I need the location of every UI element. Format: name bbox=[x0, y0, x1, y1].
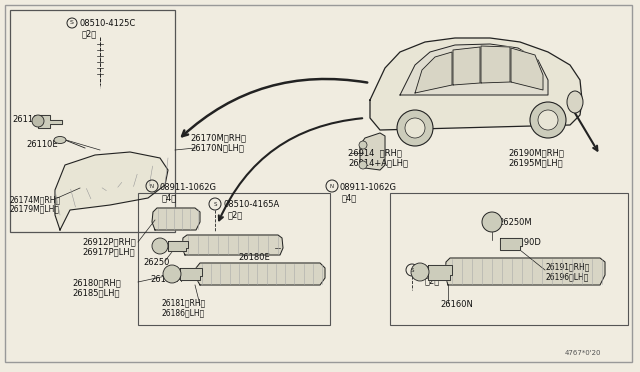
Text: 08510-4165A: 08510-4165A bbox=[420, 266, 476, 275]
Polygon shape bbox=[180, 268, 202, 280]
Polygon shape bbox=[168, 241, 188, 251]
Text: 26186（LH）: 26186（LH） bbox=[162, 308, 205, 317]
Circle shape bbox=[411, 263, 429, 281]
Polygon shape bbox=[511, 48, 543, 90]
Polygon shape bbox=[453, 47, 480, 85]
Bar bbox=[10, 10, 175, 232]
Text: 08911-1062G: 08911-1062G bbox=[160, 183, 217, 192]
Polygon shape bbox=[182, 235, 283, 255]
Text: （2）: （2） bbox=[82, 29, 97, 38]
Circle shape bbox=[359, 141, 367, 149]
Text: （4）: （4） bbox=[162, 193, 177, 202]
Polygon shape bbox=[370, 38, 582, 130]
Circle shape bbox=[163, 265, 181, 283]
Text: 26914  （RH）: 26914 （RH） bbox=[348, 148, 402, 157]
Text: 26195M（LH）: 26195M（LH） bbox=[508, 158, 563, 167]
Bar bbox=[390, 193, 628, 325]
Text: 08911-1062G: 08911-1062G bbox=[340, 183, 397, 192]
Polygon shape bbox=[400, 44, 548, 95]
Text: S: S bbox=[213, 202, 217, 206]
Circle shape bbox=[405, 118, 425, 138]
Polygon shape bbox=[428, 265, 452, 280]
Polygon shape bbox=[196, 263, 325, 285]
Polygon shape bbox=[445, 258, 605, 285]
Text: （4）: （4） bbox=[342, 193, 357, 202]
Circle shape bbox=[538, 110, 558, 130]
Text: 26912P（RH）: 26912P（RH） bbox=[82, 237, 136, 246]
Polygon shape bbox=[415, 52, 452, 93]
Circle shape bbox=[32, 115, 44, 127]
Circle shape bbox=[530, 102, 566, 138]
Text: （2）: （2） bbox=[228, 210, 243, 219]
Text: N: N bbox=[330, 183, 334, 189]
Ellipse shape bbox=[567, 91, 583, 113]
Text: （2）: （2） bbox=[425, 276, 440, 285]
Circle shape bbox=[359, 161, 367, 169]
Text: 08510-4165A: 08510-4165A bbox=[223, 200, 279, 209]
Bar bbox=[138, 193, 330, 325]
Text: 26191（RH）: 26191（RH） bbox=[546, 262, 590, 271]
Text: 26180（RH）: 26180（RH） bbox=[72, 278, 121, 287]
Text: 26180A: 26180A bbox=[150, 275, 182, 284]
Text: 26119M: 26119M bbox=[12, 115, 45, 124]
Circle shape bbox=[482, 212, 502, 232]
Text: 26917P（LH）: 26917P（LH） bbox=[82, 247, 134, 256]
Text: 26190M（RH）: 26190M（RH） bbox=[508, 148, 564, 157]
Text: 26185（LH）: 26185（LH） bbox=[72, 288, 120, 297]
Text: 26179M（LH）: 26179M（LH） bbox=[10, 204, 60, 213]
Circle shape bbox=[152, 238, 168, 254]
Polygon shape bbox=[38, 115, 62, 128]
Text: 26170M（RH）: 26170M（RH） bbox=[190, 133, 246, 142]
Text: N: N bbox=[150, 183, 154, 189]
Text: 26196（LH）: 26196（LH） bbox=[546, 272, 589, 281]
Text: 26160N: 26160N bbox=[440, 300, 473, 309]
Text: 26170N（LH）: 26170N（LH） bbox=[190, 143, 244, 152]
Polygon shape bbox=[500, 238, 522, 250]
Text: 26914+A（LH）: 26914+A（LH） bbox=[348, 158, 408, 167]
Text: 26180E: 26180E bbox=[238, 253, 269, 262]
Ellipse shape bbox=[54, 137, 66, 144]
Text: 4767*0'20: 4767*0'20 bbox=[565, 350, 602, 356]
Text: 26190D: 26190D bbox=[508, 238, 541, 247]
Text: 26110E: 26110E bbox=[26, 140, 58, 149]
Text: 26250: 26250 bbox=[143, 258, 170, 267]
Text: 26181（RH）: 26181（RH） bbox=[162, 298, 206, 307]
Text: S: S bbox=[70, 20, 74, 26]
Circle shape bbox=[397, 110, 433, 146]
Text: 08510-4125C: 08510-4125C bbox=[80, 19, 136, 28]
Text: S: S bbox=[410, 267, 413, 273]
Polygon shape bbox=[152, 208, 200, 230]
Text: 26250M: 26250M bbox=[498, 218, 532, 227]
Polygon shape bbox=[481, 46, 510, 83]
Text: 26174M（RH）: 26174M（RH） bbox=[10, 195, 61, 204]
Polygon shape bbox=[360, 133, 385, 170]
Polygon shape bbox=[55, 152, 168, 230]
